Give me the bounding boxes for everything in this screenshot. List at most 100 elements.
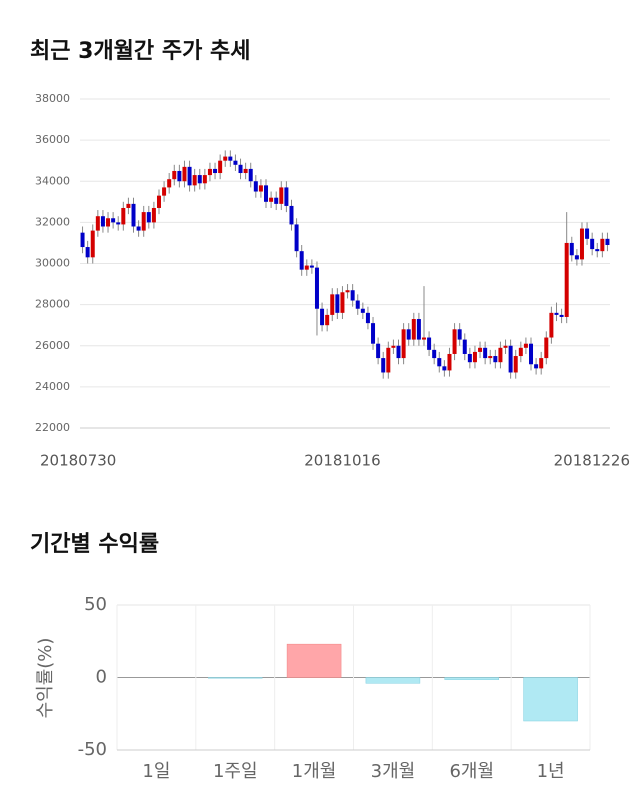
candle-body (523, 343, 528, 348)
candle-body (585, 228, 590, 239)
candle-body (284, 187, 289, 206)
candle-body (80, 232, 85, 248)
candle-body (442, 366, 447, 371)
candle-body (539, 358, 544, 369)
x-tick-label: 1일 (142, 761, 170, 782)
candle-body (116, 222, 121, 225)
candle-body (207, 168, 212, 176)
candle-body (355, 300, 360, 309)
candle-body (559, 314, 564, 317)
candle-body (447, 353, 452, 371)
candle-body (182, 166, 187, 182)
candle-body (299, 251, 304, 270)
candle-body (304, 265, 309, 270)
candle-body (503, 345, 508, 348)
chart-title: 최근 3개월간 주가 추세 (30, 39, 250, 64)
y-tick-label: 34000 (35, 174, 70, 187)
candle-body (258, 185, 263, 192)
candle-body (452, 329, 457, 354)
candle-body (411, 319, 416, 340)
bar (365, 677, 421, 684)
candle-body (600, 238, 605, 252)
candle-body (248, 168, 253, 182)
candle-body (437, 358, 442, 367)
candle-body (126, 203, 131, 208)
candle-body (233, 160, 238, 165)
candle-body (228, 156, 233, 161)
candle-body (483, 347, 488, 359)
candle-body (274, 197, 279, 204)
y-tick-label: 26000 (35, 339, 70, 352)
candle-body (111, 218, 116, 223)
candle-body (493, 356, 498, 363)
y-tick-label: 50 (84, 594, 107, 615)
candle-body (590, 238, 595, 250)
candle-body (253, 181, 258, 192)
candle-body (85, 247, 90, 258)
candle-body (508, 345, 513, 373)
candle-body (534, 364, 539, 369)
bar (444, 677, 499, 680)
candle-body (554, 312, 559, 315)
y-tick-label: 0 (96, 667, 107, 688)
x-tick-label: 20180730 (40, 452, 116, 470)
candle-body (350, 290, 355, 301)
bar (523, 677, 578, 722)
y-axis-label: 수익률(%) (35, 638, 56, 719)
candle-body (131, 203, 136, 227)
candle-body (90, 230, 95, 258)
candle-body (279, 187, 284, 204)
candle-body (488, 356, 493, 359)
candle-body (365, 312, 370, 324)
candle-body (100, 216, 105, 227)
y-tick-label: -50 (78, 739, 107, 760)
candle-body (478, 347, 483, 352)
candle-body (513, 356, 518, 373)
candle-body (472, 351, 477, 363)
candle-body (574, 255, 579, 260)
candle-body (381, 358, 386, 373)
x-tick-label: 20181016 (304, 452, 380, 470)
candle-body (187, 166, 192, 186)
candle-body (294, 224, 299, 252)
candle-body (427, 337, 432, 350)
candle-body (95, 216, 100, 231)
candle-body (238, 164, 243, 174)
candle-body (121, 207, 126, 225)
candle-body (269, 197, 274, 202)
candle-body (376, 343, 381, 359)
candle-body (421, 337, 426, 340)
candle-body (579, 228, 584, 260)
bar (208, 677, 263, 679)
candle-body (192, 175, 197, 186)
candle-body (605, 238, 610, 245)
candle-body (432, 349, 437, 359)
candle-body (467, 353, 472, 363)
y-tick-label: 28000 (35, 298, 70, 311)
y-tick-label: 22000 (35, 421, 70, 434)
candle-body (595, 249, 600, 252)
candle-body (401, 329, 406, 359)
candle-body (498, 347, 503, 363)
candle-body (518, 347, 523, 357)
candle-body (416, 319, 421, 340)
candle-body (151, 207, 156, 223)
candle-body (172, 170, 177, 180)
candle-body (360, 308, 365, 313)
candle-body (371, 323, 376, 344)
candle-body (156, 195, 161, 208)
candle-body (289, 205, 294, 225)
candle-body (136, 226, 141, 231)
candle-body (529, 343, 534, 365)
candle-body (335, 294, 340, 313)
x-tick-label: 1주일 (213, 761, 258, 782)
candle-body (106, 218, 111, 227)
candle-body (162, 187, 167, 196)
candle-body (264, 185, 269, 202)
candle-body (386, 347, 391, 373)
x-tick-label: 6개월 (449, 761, 494, 782)
candle-body (167, 179, 172, 188)
candle-body (202, 175, 207, 184)
x-tick-label: 1년 (537, 761, 565, 782)
